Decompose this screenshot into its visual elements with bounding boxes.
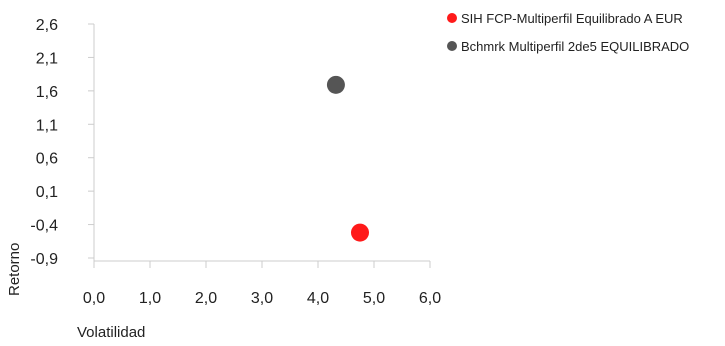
x-tick-label: 6,0 (419, 290, 441, 307)
legend-marker-2 (447, 41, 457, 51)
x-tick-label: 2,0 (195, 290, 217, 307)
x-axis: 0,0 1,0 2,0 3,0 4,0 5,0 6,0 (83, 260, 441, 307)
x-tick-label: 0,0 (83, 290, 105, 307)
y-tick-label: 0,1 (36, 184, 58, 201)
x-tick-label: 4,0 (307, 290, 329, 307)
data-points (326, 75, 369, 242)
legend-label-2: Bchmrk Multiperfil 2de5 EQUILIBRADO (461, 39, 689, 54)
x-tick-label: 1,0 (139, 290, 161, 307)
y-axis-title: Retorno (6, 243, 23, 296)
y-tick-label: 2,1 (36, 50, 58, 67)
y-tick-label: 2,6 (36, 17, 58, 34)
y-tick-label: 0,6 (36, 151, 58, 168)
x-axis-title: Volatilidad (77, 324, 145, 341)
y-tick-label: -0,9 (30, 251, 58, 268)
data-point-1 (351, 223, 369, 242)
y-tick-label: 1,1 (36, 117, 58, 134)
data-point-2 (326, 75, 345, 94)
legend: SIH FCP-Multiperfil Equilibrado A EUR Bch… (447, 11, 689, 54)
x-tick-label: 3,0 (251, 290, 273, 307)
y-tick-label: 1,6 (36, 84, 58, 101)
legend-marker-1 (447, 13, 457, 23)
x-tick-label: 5,0 (363, 290, 385, 307)
legend-label-1: SIH FCP-Multiperfil Equilibrado A EUR (461, 11, 683, 26)
y-tick-label: -0,4 (30, 218, 58, 235)
y-axis: 2,6 2,1 1,6 1,1 0,6 0,1 -0,4 -0,9 (30, 17, 95, 268)
